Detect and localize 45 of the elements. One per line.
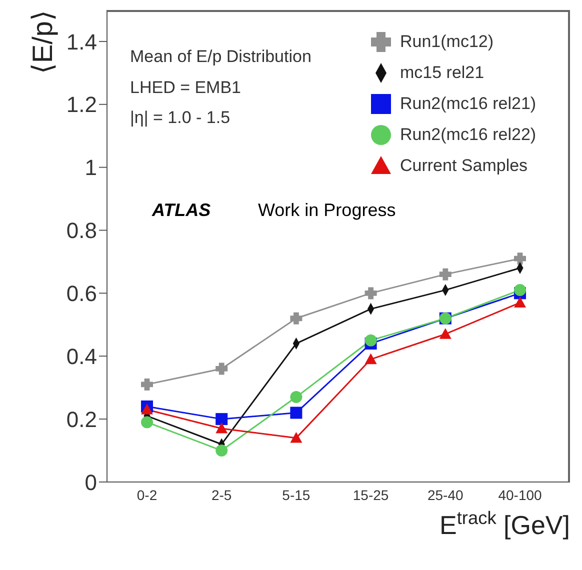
point [364,334,377,346]
point [514,284,526,296]
point [364,287,377,300]
point [514,252,526,265]
point [141,404,153,414]
legend-label: Current Samples [400,156,528,176]
y-tick-label: 1.4 [66,29,97,54]
y-tick-label: 0.2 [66,406,97,432]
point [514,296,526,308]
point [439,328,452,339]
x-tick-label: 25-40 [427,486,464,503]
x-tick-label: 2-5 [211,486,232,503]
annotation: ATLAS [152,200,211,221]
annotation: Work in Progress [258,200,396,221]
point [141,416,153,428]
point [439,268,452,280]
legend-label: mc15 rel21 [400,62,484,82]
legend-label: Run1(mc12) [400,32,494,52]
point [216,422,228,434]
point [290,432,302,443]
point [216,444,228,457]
y-tick-label: 1.2 [66,92,97,118]
y-tick-label: 0.6 [66,281,97,306]
y-axis-title: ⟨E/p⟩ [27,10,58,74]
x-tick-label: 0-2 [136,486,158,503]
y-tick-label: 0.8 [66,218,97,244]
x-axis-title: E$^{track}$ [GeV] [440,508,570,540]
point [290,312,302,324]
point [216,362,228,375]
point [364,353,377,364]
point [141,378,153,390]
y-tick-label: 0 [84,470,97,495]
x-tick-label: 15-25 [352,486,389,503]
annotation: Mean of E/p Distribution [130,47,312,67]
legend-label: Run2(mc16 rel22) [400,124,536,144]
x-tick-label: 40-100 [498,486,542,503]
point [290,391,302,404]
legend-label: Run2(mc16 rel21) [400,94,536,114]
point [216,413,228,426]
annotation: LHED = EMB1 [130,78,242,98]
point [290,406,302,419]
annotation: |η| = 1.0 - 1.5 [130,108,230,128]
y-tick-label: 1 [84,155,97,180]
y-tick-label: 0.4 [66,344,97,369]
x-tick-label: 5-15 [282,486,310,503]
